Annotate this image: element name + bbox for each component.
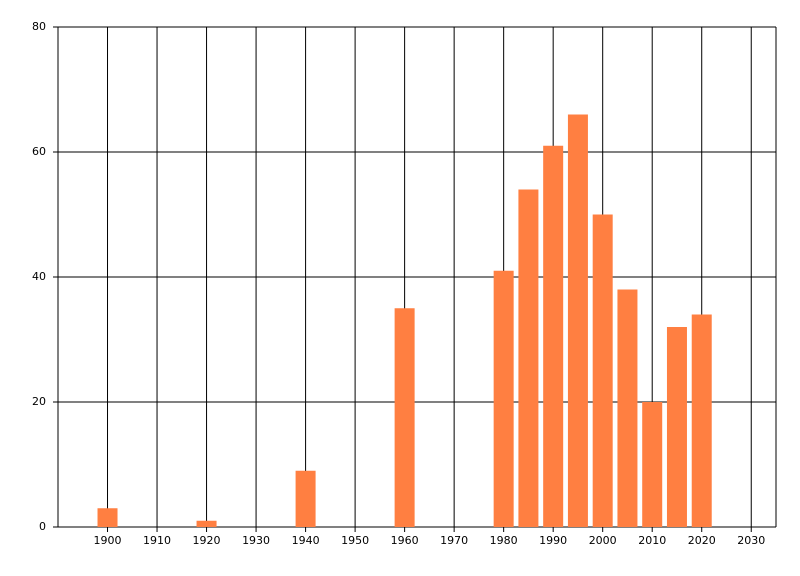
x-tick-label: 2030 — [737, 534, 765, 547]
x-tick-label: 1950 — [341, 534, 369, 547]
x-tick-label: 1970 — [440, 534, 468, 547]
bar — [518, 189, 539, 527]
bar — [617, 289, 638, 527]
x-tick-label: 1930 — [242, 534, 270, 547]
x-tick-label: 1910 — [143, 534, 171, 547]
bar — [543, 145, 564, 527]
x-tick-label: 1900 — [94, 534, 122, 547]
bar — [394, 308, 415, 527]
x-tick-label: 2020 — [688, 534, 716, 547]
x-tick-label: 2000 — [589, 534, 617, 547]
y-tick-label: 60 — [32, 145, 46, 158]
bar — [196, 520, 217, 527]
x-tick-label: 1960 — [391, 534, 419, 547]
x-tick-label: 1990 — [539, 534, 567, 547]
bar — [493, 270, 514, 527]
bar — [642, 402, 663, 527]
y-tick-label: 40 — [32, 270, 46, 283]
bar — [97, 508, 118, 527]
x-tick-label: 1920 — [193, 534, 221, 547]
bar — [295, 470, 316, 527]
x-tick-label: 1980 — [490, 534, 518, 547]
bar — [567, 114, 588, 527]
bar — [592, 214, 613, 527]
y-tick-label: 80 — [32, 20, 46, 33]
x-tick-label: 2010 — [638, 534, 666, 547]
bar — [691, 314, 712, 527]
y-tick-label: 0 — [39, 520, 46, 533]
y-tick-label: 20 — [32, 395, 46, 408]
x-tick-label: 1940 — [292, 534, 320, 547]
bar — [666, 327, 687, 527]
